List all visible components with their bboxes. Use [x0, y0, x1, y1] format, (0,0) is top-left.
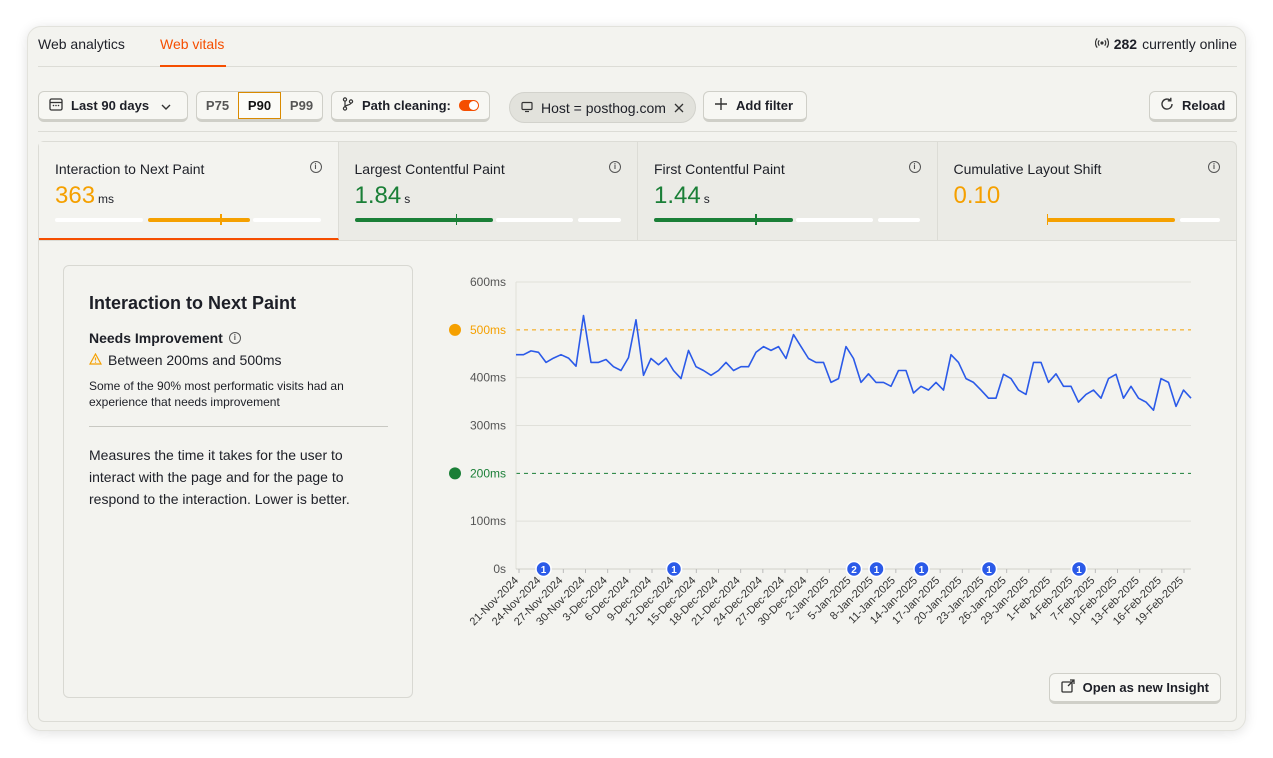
metric-progress-bar: [55, 214, 322, 225]
metric-description-card: Interaction to Next Paint Needs Improvem…: [63, 265, 413, 698]
annotation-marker: [868, 560, 885, 578]
metric-label: First Contentful Paint: [654, 161, 785, 177]
monitor-icon: [521, 100, 533, 116]
plus-icon: [714, 97, 728, 114]
reload-icon: [1160, 97, 1174, 114]
add-filter-label: Add filter: [736, 98, 794, 113]
metric-label: Largest Contentful Paint: [354, 161, 505, 177]
description-divider: [89, 426, 388, 427]
metric-value: 1.44 s: [654, 182, 710, 209]
status-label: Needs Improvement: [89, 330, 223, 346]
y-tick-label: 600ms: [470, 275, 506, 289]
annotation-count: 1: [541, 565, 547, 576]
info-icon[interactable]: i: [609, 161, 621, 173]
percentile-p90[interactable]: P90: [238, 92, 281, 119]
metric-value: 0.10: [953, 182, 1001, 209]
branch-icon: [342, 97, 354, 114]
warning-icon: [88, 352, 103, 368]
annotation-marker: [913, 560, 930, 578]
threshold-dot: [449, 467, 461, 480]
online-label: currently online: [1142, 36, 1237, 52]
metric-detail-panel: Interaction to Next Paint Needs Improvem…: [38, 241, 1237, 722]
y-tick-label: 500ms: [470, 323, 506, 337]
annotation-count: 2: [851, 565, 857, 576]
threshold-dot: [449, 323, 461, 336]
y-tick-label: 200ms: [470, 466, 506, 480]
path-cleaning-switch[interactable]: [458, 100, 479, 111]
external-link-icon: [1060, 679, 1075, 696]
metric-tabs: Interaction to Next Paint i 363 ms Larges…: [38, 141, 1237, 241]
info-icon[interactable]: i: [309, 161, 322, 173]
tab-web-vitals[interactable]: Web vitals: [160, 36, 225, 52]
status-range: Between 200ms and 500ms: [88, 352, 282, 368]
date-range-label: Last 90 days: [71, 98, 150, 113]
annotation-marker: [535, 560, 552, 578]
metric-progress-bar: [354, 214, 622, 225]
reload-label: Reload: [1182, 98, 1226, 113]
active-tab-indicator: [160, 65, 226, 67]
info-icon[interactable]: i: [1208, 161, 1220, 173]
online-counter: 282 currently online: [1094, 36, 1237, 52]
web-analytics-window: Web analytics Web vitals 282 currently o…: [27, 26, 1246, 731]
metric-progress-bar: [954, 214, 1221, 225]
annotation-count: 1: [1076, 565, 1082, 576]
status-badge: Needs Improvement i: [89, 330, 241, 346]
metric-value: 1.84 s: [354, 182, 411, 209]
percentile-selector: P75 P90 P99: [196, 91, 323, 122]
annotation-count: 1: [986, 565, 992, 576]
status-note: Some of the 90% most performatic visits …: [89, 379, 344, 409]
y-tick-label: 100ms: [470, 514, 506, 528]
metric-explanation: Measures the time it takes for the user …: [89, 447, 350, 507]
chevron-down-icon: [161, 98, 171, 113]
tab-bar: Web analytics Web vitals 282 currently o…: [38, 27, 1237, 67]
percentile-p75[interactable]: P75: [205, 98, 230, 113]
annotation-count: 1: [874, 565, 880, 576]
annotation-marker: [980, 560, 998, 578]
metric-lcp[interactable]: Largest Contentful Paint i 1.84 s: [339, 142, 638, 240]
path-cleaning-toggle[interactable]: Path cleaning:: [331, 91, 490, 122]
annotation-marker: [665, 560, 683, 578]
description-title: Interaction to Next Paint: [89, 293, 297, 313]
tab-web-analytics[interactable]: Web analytics: [38, 36, 125, 52]
metric-progress-bar: [654, 214, 921, 225]
online-count: 282: [1113, 36, 1138, 52]
metric-cls[interactable]: Cumulative Layout Shift i 0.10: [938, 142, 1237, 240]
status-range-label: Between 200ms and 500ms: [108, 352, 282, 368]
annotation-count: 1: [919, 565, 925, 576]
reload-button[interactable]: Reload: [1149, 91, 1237, 122]
open-as-insight-button[interactable]: Open as new Insight: [1048, 673, 1221, 704]
series-line: [516, 314, 1192, 411]
add-filter-button[interactable]: Add filter: [703, 91, 807, 122]
inp-line-chart: 600ms500ms400ms300ms200ms100ms0s21-Nov-2…: [449, 275, 1192, 628]
annotation-marker: [845, 560, 863, 578]
filter-pill-host[interactable]: Host = posthog.com: [509, 92, 696, 123]
path-cleaning-label: Path cleaning:: [362, 98, 451, 113]
filter-pill-label: Host = posthog.com: [541, 99, 666, 116]
toolbar: Last 90 days P75 P90 P99 Path cleaning: …: [38, 89, 1237, 123]
y-tick-label: 0s: [493, 562, 506, 576]
annotation-count: 1: [671, 565, 677, 576]
open-as-insight-label: Open as new Insight: [1082, 680, 1209, 695]
percentile-p99[interactable]: P99: [289, 98, 314, 113]
info-icon[interactable]: i: [908, 161, 921, 173]
toolbar-divider: [38, 131, 1237, 132]
close-icon[interactable]: [674, 100, 684, 116]
calendar-icon: [49, 97, 63, 114]
metric-value: 363 ms: [55, 182, 115, 209]
metric-label: Interaction to Next Paint: [55, 161, 205, 177]
broadcast-icon: [1094, 36, 1109, 52]
y-tick-label: 400ms: [470, 371, 506, 385]
annotation-marker: [1070, 560, 1088, 578]
y-tick-label: 300ms: [470, 419, 506, 433]
info-icon[interactable]: i: [228, 332, 241, 344]
metric-fcp[interactable]: First Contentful Paint i 1.44 s: [638, 142, 938, 240]
metric-inp[interactable]: Interaction to Next Paint i 363 ms: [39, 142, 339, 240]
date-range-button[interactable]: Last 90 days: [38, 91, 188, 122]
metric-label: Cumulative Layout Shift: [953, 161, 1102, 177]
